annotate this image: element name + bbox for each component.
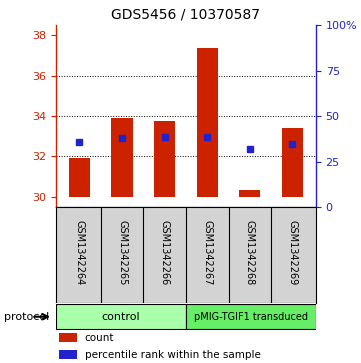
Text: GSM1342265: GSM1342265 — [117, 220, 127, 286]
Text: protocol: protocol — [4, 312, 49, 322]
Title: GDS5456 / 10370587: GDS5456 / 10370587 — [112, 8, 260, 21]
Bar — [58, 350, 77, 359]
Bar — [186, 305, 316, 329]
Text: count: count — [84, 333, 114, 343]
Text: percentile rank within the sample: percentile rank within the sample — [84, 350, 260, 359]
Bar — [282, 128, 303, 197]
Text: GSM1342266: GSM1342266 — [160, 220, 170, 286]
Bar — [197, 48, 218, 197]
Bar — [69, 158, 90, 197]
Bar — [58, 333, 77, 342]
Text: GSM1342267: GSM1342267 — [202, 220, 212, 286]
Bar — [56, 305, 186, 329]
Bar — [154, 121, 175, 197]
Bar — [111, 118, 132, 197]
Text: control: control — [102, 312, 140, 322]
Text: GSM1342264: GSM1342264 — [74, 220, 84, 286]
Bar — [239, 190, 261, 197]
Text: GSM1342269: GSM1342269 — [287, 220, 297, 286]
Text: pMIG-TGIF1 transduced: pMIG-TGIF1 transduced — [194, 312, 308, 322]
Text: GSM1342268: GSM1342268 — [245, 220, 255, 286]
